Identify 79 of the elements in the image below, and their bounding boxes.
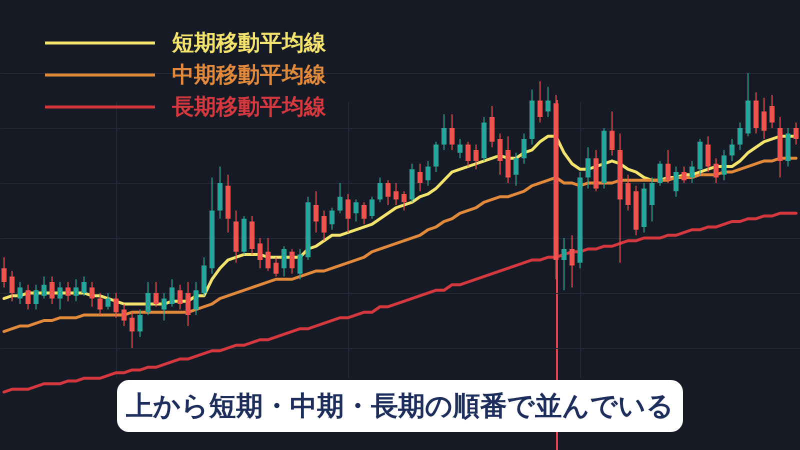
candlestick bbox=[58, 282, 62, 310]
candlestick bbox=[450, 114, 454, 150]
candlestick bbox=[458, 138, 462, 159]
candlestick bbox=[434, 141, 438, 172]
candlestick bbox=[194, 282, 198, 316]
candlestick bbox=[138, 309, 142, 338]
candlestick bbox=[690, 160, 694, 184]
candlestick bbox=[34, 284, 38, 310]
candlestick bbox=[666, 150, 670, 184]
candlestick bbox=[386, 180, 390, 206]
candlestick bbox=[730, 138, 734, 162]
candlestick bbox=[682, 166, 686, 184]
candlestick bbox=[42, 276, 46, 299]
candlestick bbox=[290, 248, 294, 274]
candlestick bbox=[282, 246, 286, 277]
candlestick bbox=[154, 282, 158, 308]
candlestick bbox=[98, 292, 102, 316]
candlestick bbox=[626, 174, 630, 211]
candlestick bbox=[738, 122, 742, 150]
candlestick bbox=[418, 163, 422, 192]
candlestick bbox=[298, 248, 302, 280]
candlestick bbox=[762, 97, 766, 140]
candlestick bbox=[514, 152, 518, 186]
candlestick bbox=[498, 133, 502, 176]
candlestick bbox=[50, 276, 54, 304]
candlestick bbox=[794, 122, 798, 145]
legend-label: 長期移動平均線 bbox=[171, 95, 327, 120]
candlestick bbox=[90, 282, 94, 308]
candlestick bbox=[546, 86, 550, 118]
candlestick bbox=[466, 141, 470, 167]
candlestick bbox=[170, 278, 174, 308]
candlestick bbox=[338, 182, 342, 214]
candlestick bbox=[330, 207, 334, 230]
candlestick bbox=[74, 278, 78, 302]
candlestick bbox=[26, 284, 30, 310]
candlestick bbox=[610, 111, 614, 156]
candlestick bbox=[146, 282, 150, 316]
candlestick bbox=[258, 238, 262, 269]
candlestick bbox=[186, 282, 190, 326]
candlestick bbox=[114, 292, 118, 318]
candlestick bbox=[314, 190, 318, 233]
candlestick bbox=[122, 304, 126, 326]
candlestick bbox=[322, 210, 326, 242]
candlestick bbox=[378, 177, 382, 203]
candlestick bbox=[162, 292, 166, 321]
candlestick bbox=[82, 276, 86, 296]
candlestick bbox=[442, 114, 446, 150]
candlestick bbox=[474, 144, 478, 170]
candlestick bbox=[346, 194, 350, 233]
candlestick bbox=[394, 182, 398, 206]
candlestick bbox=[706, 136, 710, 172]
candlestick bbox=[562, 238, 566, 291]
candlestick bbox=[370, 196, 374, 220]
candlestick bbox=[770, 94, 774, 128]
candlestick bbox=[178, 284, 182, 310]
candlestick bbox=[586, 146, 590, 189]
candlestick bbox=[658, 160, 662, 186]
candlestick bbox=[522, 133, 526, 164]
candlestick bbox=[402, 190, 406, 211]
legend-label: 中期移動平均線 bbox=[172, 63, 327, 88]
legend-label: 短期移動平均線 bbox=[171, 31, 327, 56]
candlestick bbox=[2, 256, 6, 288]
candlestick bbox=[538, 80, 542, 123]
candlestick bbox=[66, 282, 70, 302]
candlestick bbox=[354, 199, 358, 222]
candlestick bbox=[650, 177, 654, 222]
candlestick bbox=[274, 256, 278, 277]
text: 上から短期・中期・長期の順番で並んでいる bbox=[125, 390, 675, 424]
candlestick bbox=[106, 292, 110, 310]
candlestick bbox=[426, 160, 430, 186]
candlestick bbox=[570, 234, 574, 288]
candlestick bbox=[266, 238, 270, 272]
candlestick bbox=[362, 202, 366, 225]
candlestick bbox=[714, 158, 718, 184]
candlestick bbox=[18, 282, 22, 304]
candlestick bbox=[722, 150, 726, 181]
candlestick bbox=[130, 312, 134, 348]
candlestick bbox=[10, 270, 14, 302]
candlestick bbox=[674, 166, 678, 198]
